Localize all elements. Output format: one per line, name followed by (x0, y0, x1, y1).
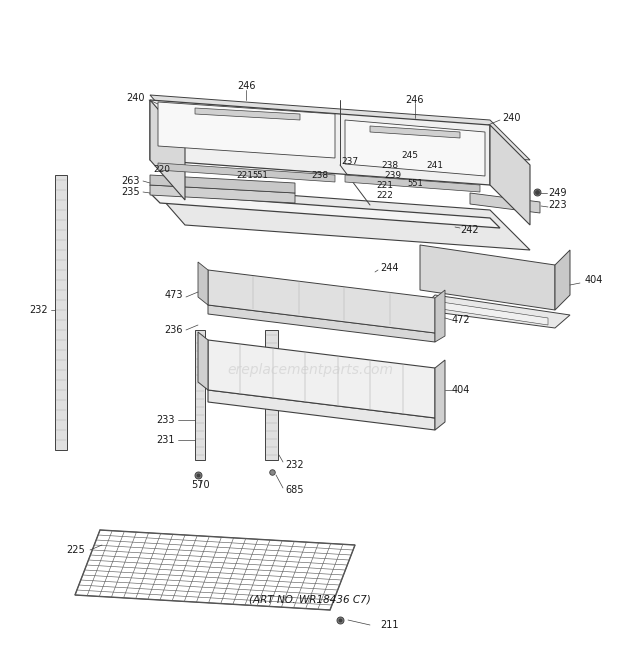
Text: 239: 239 (384, 171, 402, 180)
Polygon shape (158, 163, 335, 182)
Text: 231: 231 (156, 435, 175, 445)
Polygon shape (265, 330, 278, 460)
Text: 238: 238 (311, 171, 329, 180)
Polygon shape (198, 332, 208, 390)
Text: 249: 249 (548, 188, 567, 198)
Text: 220: 220 (153, 165, 170, 175)
Text: 244: 244 (380, 263, 399, 273)
Text: 240: 240 (502, 113, 521, 123)
Text: 404: 404 (585, 275, 603, 285)
Polygon shape (555, 250, 570, 310)
Text: 241: 241 (427, 161, 443, 169)
Polygon shape (158, 102, 335, 158)
Text: 237: 237 (342, 157, 358, 167)
Polygon shape (150, 95, 530, 160)
Text: 551: 551 (252, 171, 268, 180)
Text: 472: 472 (452, 315, 471, 325)
Text: 473: 473 (164, 290, 183, 300)
Text: 570: 570 (191, 480, 210, 490)
Polygon shape (195, 108, 300, 120)
Text: 221: 221 (236, 171, 254, 180)
Text: 233: 233 (156, 415, 175, 425)
Text: 245: 245 (402, 151, 418, 159)
Polygon shape (345, 175, 480, 192)
Text: 551: 551 (407, 178, 423, 188)
Text: (ART NO. WR18436 C7): (ART NO. WR18436 C7) (249, 595, 371, 605)
Polygon shape (435, 290, 445, 342)
Text: ereplacementparts.com: ereplacementparts.com (227, 363, 393, 377)
Text: 238: 238 (381, 161, 399, 169)
Polygon shape (208, 270, 435, 333)
Text: 404: 404 (452, 385, 471, 395)
Text: 232: 232 (29, 305, 48, 315)
Text: 263: 263 (122, 176, 140, 186)
Polygon shape (150, 193, 500, 228)
Polygon shape (208, 340, 435, 418)
Text: 211: 211 (380, 620, 399, 630)
Polygon shape (55, 175, 67, 450)
Text: 232: 232 (285, 460, 304, 470)
Polygon shape (435, 360, 445, 430)
Polygon shape (370, 126, 460, 138)
Polygon shape (150, 185, 530, 250)
Text: 240: 240 (126, 93, 145, 103)
Polygon shape (345, 120, 485, 176)
Polygon shape (420, 245, 555, 310)
Polygon shape (150, 175, 295, 193)
Polygon shape (208, 390, 435, 430)
Polygon shape (198, 262, 208, 305)
Polygon shape (420, 295, 570, 328)
Polygon shape (150, 100, 490, 185)
Text: 235: 235 (122, 187, 140, 197)
Text: 223: 223 (548, 200, 567, 210)
Text: 222: 222 (376, 190, 394, 200)
Text: 225: 225 (66, 545, 85, 555)
Polygon shape (428, 300, 548, 325)
Text: 242: 242 (460, 225, 479, 235)
Text: 246: 246 (237, 81, 255, 91)
Polygon shape (490, 125, 530, 225)
Polygon shape (150, 100, 185, 200)
Polygon shape (470, 193, 540, 213)
Polygon shape (195, 330, 205, 460)
Polygon shape (150, 185, 295, 203)
Text: 236: 236 (164, 325, 183, 335)
Text: 221: 221 (376, 180, 394, 190)
Text: 246: 246 (405, 95, 424, 105)
Polygon shape (208, 305, 435, 342)
Text: 685: 685 (285, 485, 304, 495)
